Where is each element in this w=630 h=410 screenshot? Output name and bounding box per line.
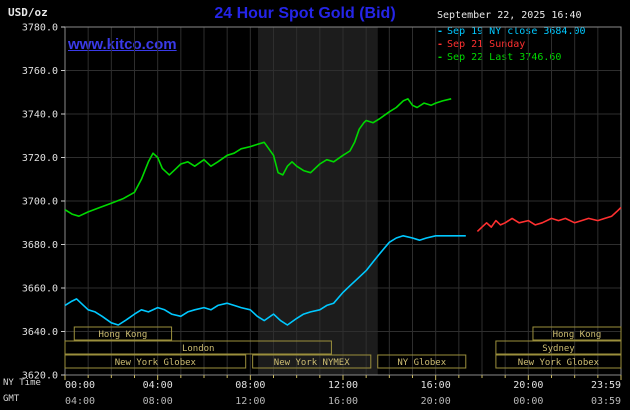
y-axis-units-label: USD/oz xyxy=(8,6,48,19)
y-tick-label: 3640.0 xyxy=(22,327,58,338)
session-box xyxy=(377,354,467,369)
session-box-label: Sydney xyxy=(542,344,575,354)
y-tick-label: 3740.0 xyxy=(22,110,58,121)
session-box xyxy=(64,354,247,369)
x-tick-label-gmt: 08:00 xyxy=(143,396,173,407)
legend-item-sep19: - Sep 19 NY close 3684.00 xyxy=(437,25,586,38)
x-tick-label-gmt: 03:59 xyxy=(591,396,621,407)
session-box-label: New York Globex xyxy=(115,358,197,368)
x-tick-label-gmt: 12:00 xyxy=(235,396,265,407)
x-tick-label-ny: 16:00 xyxy=(421,380,451,391)
session-box-label: Hong Kong xyxy=(553,330,602,340)
session-box-label: NY Globex xyxy=(397,358,446,368)
session-box-label: New York Globex xyxy=(518,358,600,368)
price-line-sep-21 xyxy=(476,206,622,232)
session-box xyxy=(64,340,332,355)
gmt-axis-label: GMT xyxy=(3,394,20,404)
y-tick-label: 3700.0 xyxy=(22,197,58,208)
chart-title: 24 Hour Spot Gold (Bid) xyxy=(214,5,396,22)
session-box xyxy=(73,326,173,341)
price-line-sep-22 xyxy=(64,98,452,217)
x-tick-label-gmt: 16:00 xyxy=(328,396,358,407)
session-box xyxy=(252,354,372,369)
x-tick-label-ny: 08:00 xyxy=(235,380,265,391)
x-tick-label-ny: 12:00 xyxy=(328,380,358,391)
legend-dash-icon: - xyxy=(437,26,444,37)
session-box xyxy=(532,326,622,341)
y-tick-label: 3780.0 xyxy=(22,23,58,34)
x-tick-label-gmt: 20:00 xyxy=(421,396,451,407)
session-box-label: New York NYMEX xyxy=(274,358,350,368)
y-tick-label: 3660.0 xyxy=(22,284,58,295)
ny-time-axis-label: NY Time xyxy=(3,378,41,388)
kitco-watermark-link[interactable]: www.kitco.com xyxy=(68,36,177,53)
legend-dash-icon: - xyxy=(437,39,444,50)
legend-label: Sep 21 Sunday xyxy=(447,39,526,50)
y-tick-label: 3760.0 xyxy=(22,66,58,77)
legend-item-sep22: - Sep 22 Last 3746.60 xyxy=(437,51,586,64)
price-line-sep-19 xyxy=(64,235,466,326)
session-box xyxy=(495,354,622,369)
session-box-label: Hong Kong xyxy=(99,330,148,340)
x-tick-label-gmt: 04:00 xyxy=(65,396,95,407)
legend-label: Sep 19 NY close 3684.00 xyxy=(447,26,586,37)
chart-datetime: September 22, 2025 16:40 xyxy=(437,10,582,21)
x-tick-label-ny: 20:00 xyxy=(513,380,543,391)
y-tick-label: 3720.0 xyxy=(22,153,58,164)
y-tick-label: 3620.0 xyxy=(22,371,58,382)
legend-label: Sep 22 Last 3746.60 xyxy=(447,52,562,63)
x-tick-label-ny: 04:00 xyxy=(143,380,173,391)
x-tick-label-ny: 23:59 xyxy=(591,380,621,391)
legend-dash-icon: - xyxy=(437,52,444,63)
x-tick-label-gmt: 00:00 xyxy=(513,396,543,407)
session-box-label: London xyxy=(182,344,215,354)
legend-item-sep21: - Sep 21 Sunday xyxy=(437,38,586,51)
y-tick-label: 3680.0 xyxy=(22,240,58,251)
x-tick-label-ny: 00:00 xyxy=(65,380,95,391)
session-box xyxy=(495,340,622,355)
legend: - Sep 19 NY close 3684.00 - Sep 21 Sunday … xyxy=(437,25,586,64)
